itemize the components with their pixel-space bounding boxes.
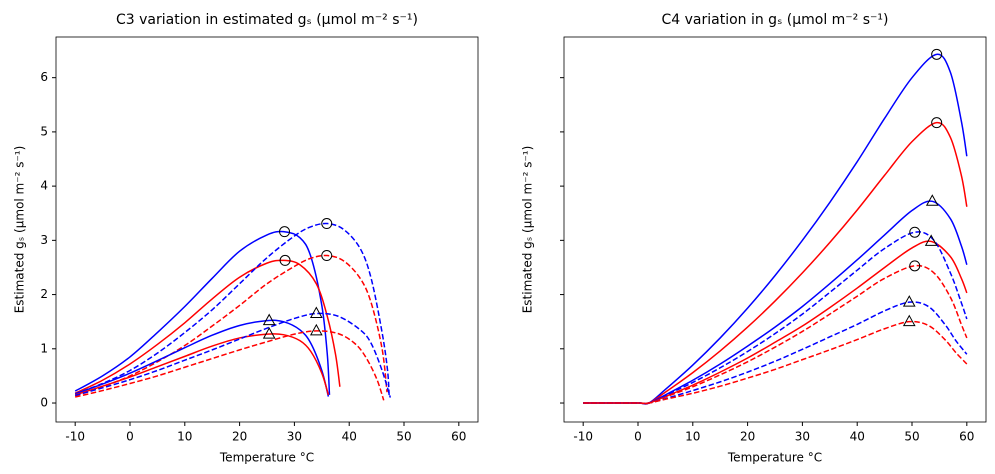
peak-marker xyxy=(279,226,291,238)
x-tick-label: -10 xyxy=(573,430,593,444)
y-tick-label: 3 xyxy=(40,233,48,247)
x-tick-label: 40 xyxy=(342,430,357,444)
x-tick-label: 20 xyxy=(740,430,755,444)
peak-marker xyxy=(931,117,943,129)
peak-marker xyxy=(279,254,291,266)
y-tick-label: 4 xyxy=(40,179,48,193)
curve xyxy=(75,330,385,401)
x-tick-label: 30 xyxy=(287,430,302,444)
y-axis-label: Estimated gₛ (μmol m⁻² s⁻¹) xyxy=(13,146,27,314)
peak-marker xyxy=(262,327,276,339)
curve xyxy=(583,320,968,405)
peak-marker xyxy=(902,295,916,307)
curve xyxy=(583,231,968,405)
curve xyxy=(74,254,388,397)
x-tick-label: 10 xyxy=(685,430,700,444)
curve xyxy=(583,121,968,405)
peak-marker xyxy=(309,306,323,319)
x-tick-label: 60 xyxy=(451,430,466,444)
x-tick-label: 20 xyxy=(232,430,247,444)
x-tick-label: 0 xyxy=(126,430,134,444)
y-tick-label: 1 xyxy=(40,341,48,355)
curve xyxy=(583,301,968,405)
chart-title: C3 variation in estimated gₛ (μmol m⁻² s… xyxy=(116,12,418,28)
peak-marker xyxy=(909,226,921,238)
curve xyxy=(74,333,330,396)
curve xyxy=(74,259,341,394)
x-tick-label: 10 xyxy=(177,430,192,444)
x-tick-label: 0 xyxy=(634,430,642,444)
axes-frame xyxy=(55,36,479,423)
curve xyxy=(583,264,968,405)
y-tick-label: 2 xyxy=(40,287,48,301)
peak-marker xyxy=(321,250,333,262)
y-tick-label: 5 xyxy=(40,124,48,138)
curve xyxy=(74,222,390,398)
curve xyxy=(74,319,330,397)
peak-marker xyxy=(909,260,921,272)
peak-marker xyxy=(924,234,938,246)
x-tick-label: 50 xyxy=(396,430,411,444)
plot-area xyxy=(74,222,392,401)
x-tick-label: -10 xyxy=(65,430,85,444)
x-axis-label: Temperature °C xyxy=(219,451,314,465)
chart-title: C4 variation in gₛ (μmol m⁻² s⁻¹) xyxy=(661,12,888,28)
x-tick-label: 60 xyxy=(959,430,974,444)
y-tick-label: 6 xyxy=(40,70,48,84)
curve xyxy=(74,312,392,398)
x-axis-label: Temperature °C xyxy=(727,451,822,465)
peak-marker xyxy=(931,48,943,60)
peak-marker xyxy=(902,314,916,327)
x-tick-label: 30 xyxy=(795,430,810,444)
x-tick-label: 50 xyxy=(904,430,919,444)
y-axis-label: Estimated gₛ (μmol m⁻² s⁻¹) xyxy=(521,146,535,314)
peak-marker xyxy=(262,313,276,326)
x-tick-label: 40 xyxy=(850,430,865,444)
peak-marker xyxy=(309,323,323,336)
curve xyxy=(74,230,331,395)
curve xyxy=(583,53,968,405)
peak-marker xyxy=(925,194,939,206)
y-tick-label: 0 xyxy=(40,396,48,410)
peak-marker xyxy=(321,218,333,230)
axes-frame xyxy=(563,36,987,423)
plot-area xyxy=(583,53,968,405)
